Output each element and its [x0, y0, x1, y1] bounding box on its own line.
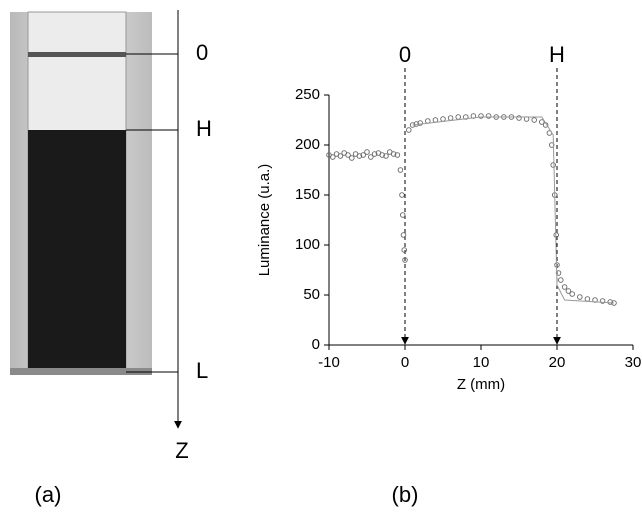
data-point — [463, 114, 469, 120]
data-point — [539, 119, 545, 125]
photo-label: H — [196, 116, 212, 141]
data-point — [565, 288, 572, 294]
data-point — [349, 155, 355, 161]
data-point — [447, 115, 454, 121]
data-point — [371, 151, 378, 157]
fit-line — [412, 116, 615, 304]
data-point — [400, 232, 407, 238]
data-point — [516, 115, 522, 121]
marker-label: H — [549, 42, 565, 67]
data-point — [379, 152, 385, 158]
data-point — [584, 296, 591, 302]
y-tick-label: 200 — [295, 136, 320, 153]
data-point — [399, 212, 406, 218]
data-point — [406, 127, 412, 133]
data-point — [368, 154, 374, 160]
data-point — [569, 291, 575, 297]
data-point — [577, 294, 583, 300]
data-point — [383, 153, 389, 159]
x-axis-label: Z (mm) — [457, 376, 505, 393]
data-point — [417, 120, 423, 126]
data-point — [561, 284, 568, 290]
data-point — [531, 117, 537, 123]
data-point — [548, 142, 555, 148]
data-point — [402, 257, 408, 263]
data-point — [337, 153, 344, 159]
photo-label: L — [196, 358, 208, 383]
x-tick-label: -10 — [318, 354, 340, 371]
data-point — [599, 298, 606, 304]
data-point — [478, 113, 484, 119]
data-point — [330, 154, 336, 160]
photo-annotations — [126, 10, 182, 429]
x-tick-label: 0 — [401, 354, 409, 371]
y-tick-label: 0 — [312, 336, 320, 353]
photo-label: 0 — [196, 40, 208, 65]
photo-axis-label: Z — [175, 438, 188, 463]
data-point — [440, 116, 446, 122]
data-point — [390, 151, 397, 157]
data-point — [356, 153, 363, 159]
y-tick-label: 150 — [295, 186, 320, 203]
marker-label: 0 — [399, 42, 411, 67]
y-axis-label: Luminance (u.a.) — [256, 164, 273, 277]
data-point — [550, 162, 556, 168]
data-point — [397, 167, 404, 173]
panel-label: (a) — [35, 482, 62, 507]
panel-label: (b) — [392, 482, 419, 507]
data-point — [364, 149, 370, 155]
tube-photo — [10, 11, 152, 375]
data-point — [394, 152, 401, 158]
data-point — [401, 247, 407, 253]
data-point — [607, 299, 613, 305]
y-tick-label: 50 — [303, 286, 320, 303]
data-point — [558, 277, 564, 283]
x-tick-label: 20 — [549, 354, 566, 371]
y-tick-label: 250 — [295, 86, 320, 103]
data-point — [432, 117, 439, 123]
data-point — [455, 114, 461, 120]
x-tick-label: 10 — [473, 354, 490, 371]
y-tick-label: 100 — [295, 236, 320, 253]
data-point — [360, 152, 366, 158]
data-point — [399, 192, 405, 198]
x-tick-label: 30 — [625, 354, 642, 371]
data-point — [345, 152, 351, 158]
data-point — [485, 113, 492, 119]
